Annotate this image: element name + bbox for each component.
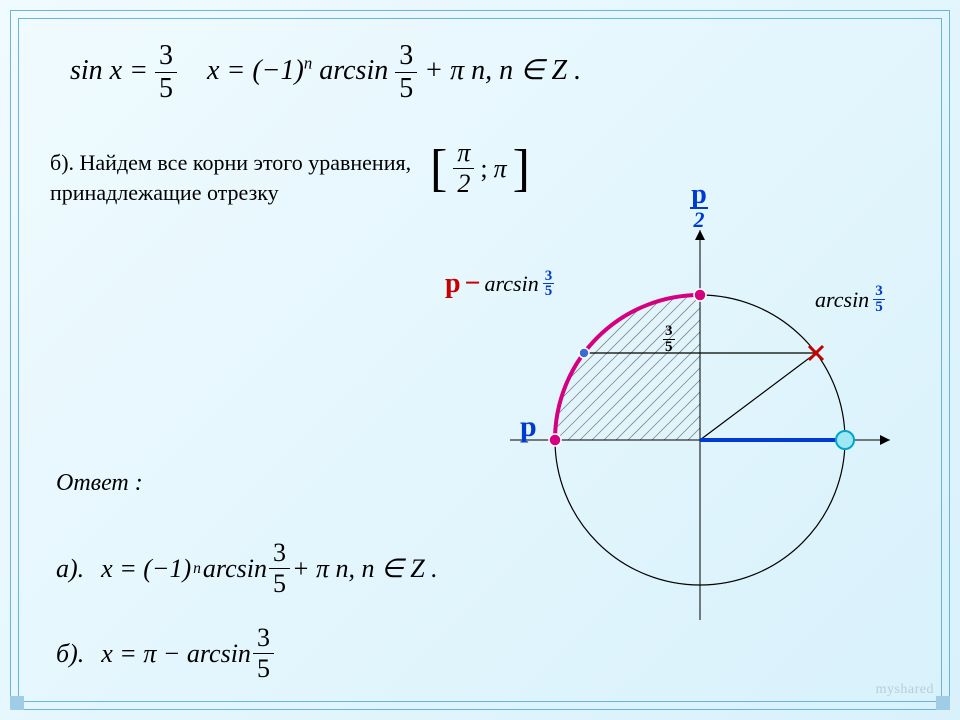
label-three-fifths: 35 [663,325,675,354]
lbracket: [ [430,143,447,195]
hl-rhs-post: + π n, n ∈ Z . [417,55,581,86]
interval-sep: ; [480,154,487,184]
answer-b: б). x = π − arcsin 35 [56,625,274,682]
hl-lhs-pre: sin x = [70,55,148,86]
watermark: myshared [876,682,934,698]
unit-circle-diagram: p 2 p p − arcsin 35 arcsin 35 35 [480,210,920,650]
answer-a-pre: x = (−1) [101,554,191,584]
label-pi-minus-arcsin: p − arcsin 35 [445,268,554,300]
answer-a: а). x = (−1)n arcsin 35 + π n, n ∈ Z . [56,540,438,597]
page: sin x = 3 5 x = (−1)n arcsin 35 + π n, n… [0,0,960,720]
headline-equation: sin x = 3 5 x = (−1)n arcsin 35 + π n, n… [70,42,581,103]
interval: [ π 2 ; π ] [430,140,530,197]
answer-a-mid: arcsin [203,554,267,584]
partb-text: б). Найдем все корни этого уравнения, пр… [50,148,420,207]
answer-b-pre: x = π − arcsin [101,639,251,669]
label-pi: p [520,410,537,444]
interval-den: 2 [457,169,470,197]
label-pi-over-2: p 2 [690,182,708,230]
hl-rhs-pre: x = (−1) [207,55,304,86]
answer-a-post: + π n, n ∈ Z . [292,554,438,584]
corner-decoration-left [10,696,24,710]
hl-rhs-frac: 35 [395,42,417,103]
hl-rhs-sup: n [304,54,312,73]
answer-label: Ответ : [56,470,143,497]
rbracket: ] [513,143,530,195]
hl-lhs-frac: 3 5 [155,42,177,103]
corner-decoration-right [936,696,950,710]
label-arcsin: arcsin 35 [815,285,885,314]
answer-a-label: а). [56,554,84,584]
interval-num: π [453,140,474,169]
answer-a-sup: n [193,560,201,578]
hl-rhs-mid: arcsin [312,55,395,86]
answer-b-label: б). [56,639,84,669]
interval-right: π [494,154,507,184]
